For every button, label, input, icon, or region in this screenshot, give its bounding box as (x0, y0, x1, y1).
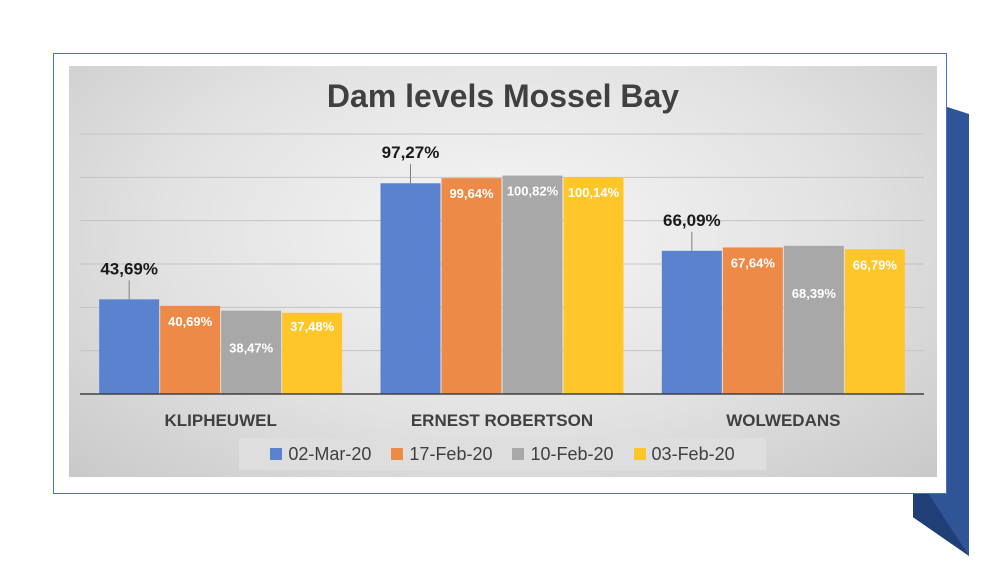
legend-label: 03-Feb-20 (651, 443, 735, 464)
bar (160, 305, 221, 394)
legend-label: 02-Mar-20 (288, 443, 372, 464)
bar (563, 177, 624, 394)
bar-chart-plot: 43,69% 40,69% 38,47% 37,48% KLIPHEUWEL 97,27%… (80, 133, 924, 430)
data-label: 67,64% (731, 255, 776, 270)
data-label: 40,69% (168, 314, 213, 329)
legend-label: 10-Feb-20 (530, 443, 614, 464)
chart-legend: 02-Mar-20 17-Feb-20 10-Feb-20 03-Feb-20 (239, 438, 766, 470)
data-label: 66,09% (663, 211, 721, 230)
legend-item: 17-Feb-20 (391, 444, 492, 465)
legend-swatch (391, 448, 404, 460)
data-label: 66,79% (853, 257, 898, 272)
bar (722, 247, 783, 394)
data-label: 100,82% (507, 184, 559, 199)
data-label: 43,69% (100, 259, 158, 278)
legend-swatch (512, 448, 525, 460)
bar (380, 183, 441, 394)
data-label: 37,48% (290, 319, 335, 334)
bar (844, 249, 905, 394)
bar (661, 250, 722, 394)
bar (282, 312, 343, 394)
legend-item: 02-Mar-20 (270, 444, 371, 465)
legend-swatch (633, 448, 646, 460)
data-label: 38,47% (229, 341, 274, 356)
legend-item: 03-Feb-20 (633, 443, 735, 465)
bar (441, 178, 502, 394)
chart-title: Dam levels Mossel Bay (326, 78, 680, 114)
data-label: 100,14% (568, 185, 620, 200)
bar (221, 310, 282, 394)
bar (783, 245, 844, 394)
bar (99, 299, 160, 394)
legend-swatch (270, 448, 283, 460)
category-label: ERNEST ROBERTSON (411, 411, 593, 430)
legend-label: 17-Feb-20 (409, 443, 493, 464)
data-label: 97,27% (382, 143, 440, 162)
chart-area: Dam levels Mossel Bay 43,69% 40,69% 38,47%… (69, 66, 937, 477)
data-label: 99,64% (449, 186, 494, 201)
bar (502, 175, 563, 394)
category-label: WOLWEDANS (726, 411, 840, 430)
category-label: KLIPHEUWEL (164, 411, 276, 430)
legend-item: 10-Feb-20 (512, 443, 614, 465)
data-label: 68,39% (792, 286, 837, 301)
